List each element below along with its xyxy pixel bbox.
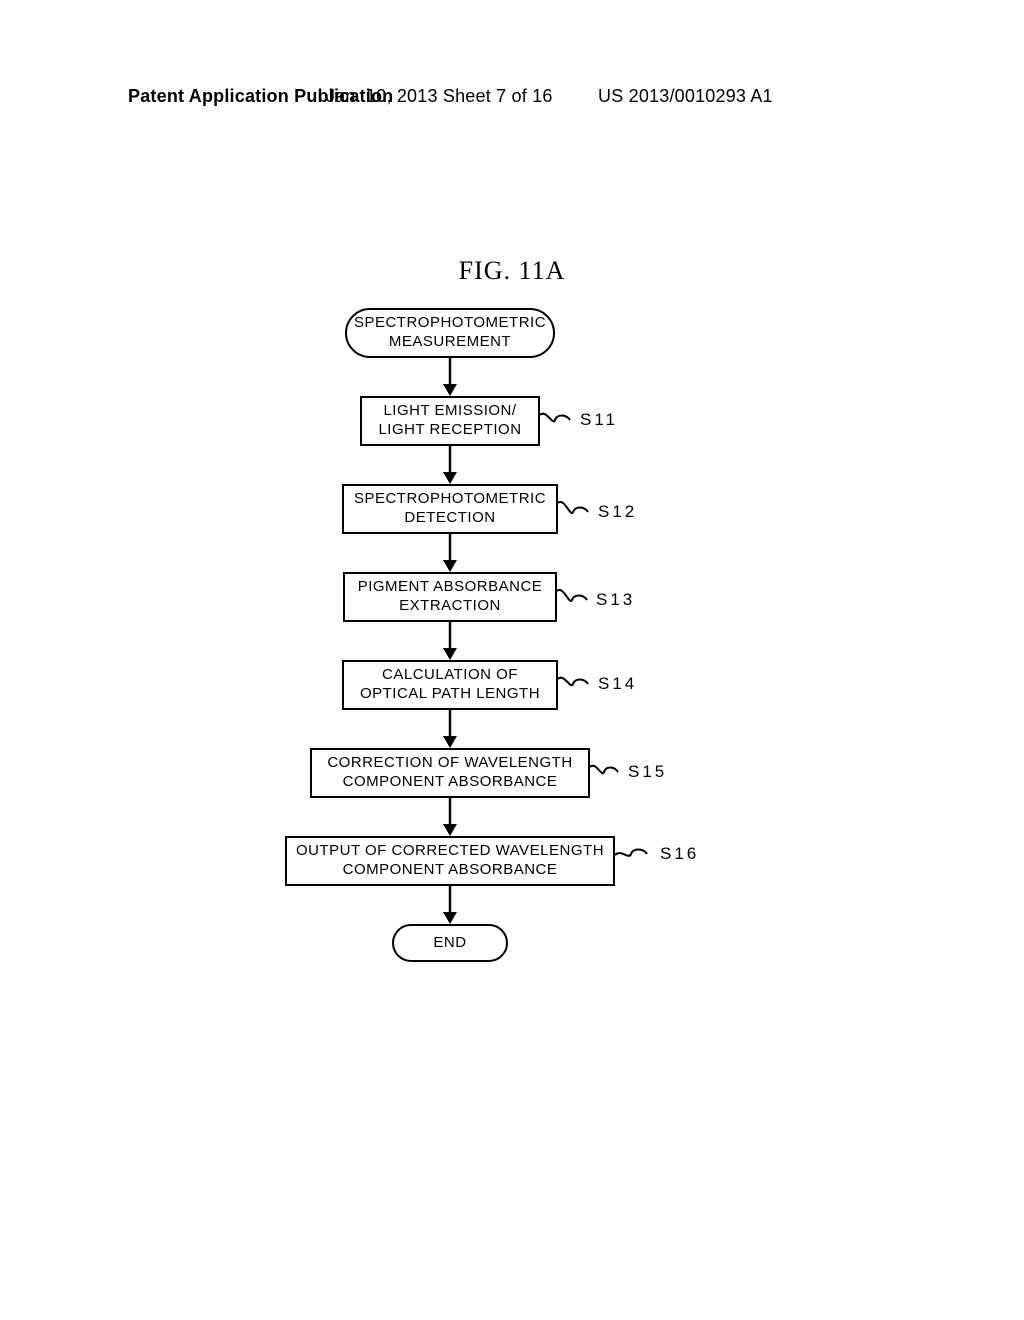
step-label-s13: S13 <box>596 590 635 610</box>
flow-node-text: CALCULATION OF <box>382 666 518 685</box>
step-connector-icon <box>554 495 592 520</box>
flow-node-text: COMPONENT ABSORBANCE <box>343 861 558 880</box>
flow-node-text: EXTRACTION <box>399 597 501 616</box>
step-connector-icon <box>586 759 622 780</box>
flow-node-text: COMPONENT ABSORBANCE <box>343 773 558 792</box>
flow-arrow-icon <box>430 446 470 484</box>
header-date-sheet: Jan. 10, 2013 Sheet 7 of 16 <box>326 86 553 107</box>
flow-arrow-icon <box>430 534 470 572</box>
step-label-s14: S14 <box>598 674 637 694</box>
flow-node-s16: OUTPUT OF CORRECTED WAVELENGTHCOMPONENT … <box>285 836 615 886</box>
flow-node-start: SPECTROPHOTOMETRICMEASUREMENT <box>345 308 555 358</box>
step-label-s16: S16 <box>660 844 699 864</box>
flow-node-text: CORRECTION OF WAVELENGTH <box>327 754 572 773</box>
step-connector-icon <box>611 846 651 863</box>
flow-node-text: DETECTION <box>404 509 495 528</box>
flow-node-text: SPECTROPHOTOMETRIC <box>354 314 546 333</box>
figure-title: FIG. 11A <box>0 256 1024 286</box>
step-label-s12: S12 <box>598 502 637 522</box>
step-connector-icon <box>553 583 591 608</box>
step-connector-icon <box>554 671 592 692</box>
flow-node-text: OUTPUT OF CORRECTED WAVELENGTH <box>296 842 604 861</box>
flow-node-text: END <box>433 934 466 953</box>
flow-node-end: END <box>392 924 508 962</box>
flow-arrow-icon <box>430 358 470 396</box>
header-pub-number: US 2013/0010293 A1 <box>598 86 773 107</box>
flow-node-s15: CORRECTION OF WAVELENGTHCOMPONENT ABSORB… <box>310 748 590 798</box>
flow-node-s12: SPECTROPHOTOMETRICDETECTION <box>342 484 558 534</box>
flow-arrow-icon <box>430 798 470 836</box>
flow-node-text: LIGHT EMISSION/ <box>383 402 516 421</box>
flow-node-text: PIGMENT ABSORBANCE <box>358 578 543 597</box>
flow-arrow-icon <box>430 710 470 748</box>
flow-node-s14: CALCULATION OFOPTICAL PATH LENGTH <box>342 660 558 710</box>
flow-node-text: SPECTROPHOTOMETRIC <box>354 490 546 509</box>
flow-arrow-icon <box>430 886 470 924</box>
step-connector-icon <box>536 407 574 428</box>
flow-node-text: LIGHT RECEPTION <box>378 421 521 440</box>
flow-node-text: OPTICAL PATH LENGTH <box>360 685 540 704</box>
step-label-s15: S15 <box>628 762 667 782</box>
patent-page: Patent Application Publication Jan. 10, … <box>0 0 1024 1320</box>
step-label-s11: S11 <box>580 410 618 430</box>
flow-node-s13: PIGMENT ABSORBANCEEXTRACTION <box>343 572 557 622</box>
flow-arrow-icon <box>430 622 470 660</box>
flow-node-text: MEASUREMENT <box>389 333 511 352</box>
flow-node-s11: LIGHT EMISSION/LIGHT RECEPTION <box>360 396 540 446</box>
